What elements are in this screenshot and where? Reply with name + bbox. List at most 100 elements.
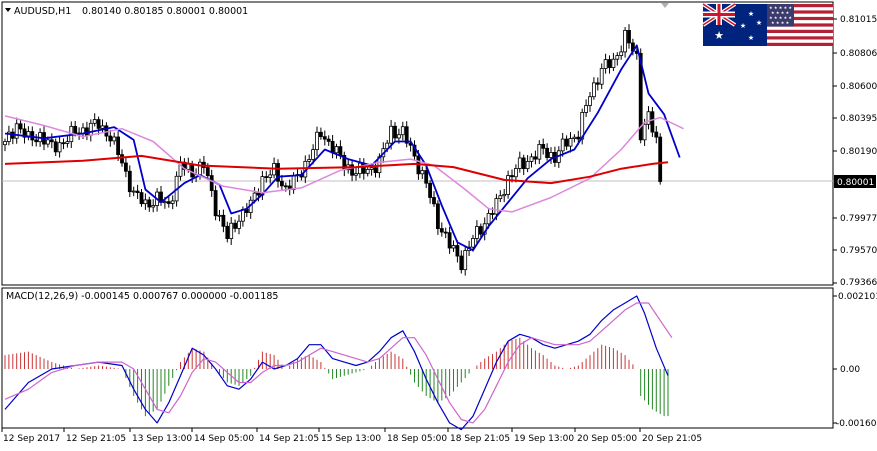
candle bbox=[53, 138, 58, 157]
svg-text:19 Sep 13:00: 19 Sep 13:00 bbox=[514, 434, 574, 444]
svg-text:★: ★ bbox=[756, 19, 762, 27]
candle bbox=[14, 117, 19, 144]
candle bbox=[658, 133, 663, 185]
svg-text:★: ★ bbox=[748, 34, 754, 42]
time-axis: 12 Sep 2017 12 Sep 21:05 13 Sep 13:00 14… bbox=[1, 428, 702, 444]
candle bbox=[459, 250, 464, 274]
candle bbox=[592, 77, 596, 100]
price-tick: 0.80395 bbox=[833, 114, 877, 124]
svg-text:★: ★ bbox=[740, 22, 746, 30]
candle bbox=[276, 159, 280, 188]
price-tick: 0.79570 bbox=[833, 246, 877, 256]
candle bbox=[615, 52, 620, 66]
candle bbox=[34, 134, 39, 147]
candle bbox=[322, 130, 327, 146]
time-tick: 15 Sep 13:00 bbox=[318, 428, 381, 444]
candle bbox=[646, 106, 651, 130]
candle bbox=[474, 220, 479, 245]
svg-text:13 Sep 13:00: 13 Sep 13:00 bbox=[132, 434, 192, 444]
candle bbox=[514, 164, 518, 183]
candle bbox=[334, 143, 339, 159]
candle bbox=[400, 121, 405, 141]
svg-text:★ ★ ★ ★: ★ ★ ★ ★ bbox=[771, 20, 790, 25]
svg-text:0.00: 0.00 bbox=[840, 365, 860, 375]
svg-text:0.79366: 0.79366 bbox=[840, 278, 877, 288]
candle bbox=[135, 184, 140, 199]
candle bbox=[354, 167, 358, 181]
candle bbox=[139, 189, 144, 207]
candle bbox=[143, 193, 148, 210]
candle bbox=[151, 199, 156, 213]
candle bbox=[166, 196, 171, 208]
current-price-label: 0.80001 bbox=[834, 175, 876, 188]
candle bbox=[57, 136, 62, 158]
price-tick: 0.80806 bbox=[833, 49, 877, 59]
svg-text:0.80806: 0.80806 bbox=[840, 49, 877, 59]
time-tick: 18 Sep 21:05 bbox=[447, 428, 510, 444]
candle bbox=[209, 169, 214, 197]
svg-text:15 Sep 13:00: 15 Sep 13:00 bbox=[321, 434, 381, 444]
svg-text:0.80395: 0.80395 bbox=[840, 114, 877, 124]
time-tick: 14 Sep 05:00 bbox=[191, 428, 254, 444]
svg-text:★: ★ bbox=[714, 29, 724, 42]
candle bbox=[443, 227, 448, 239]
candle bbox=[108, 129, 113, 147]
candle bbox=[451, 240, 456, 252]
dropdown-triangle-icon[interactable] bbox=[5, 8, 11, 12]
svg-text:0.79570: 0.79570 bbox=[840, 246, 877, 256]
candle bbox=[654, 125, 659, 144]
svg-text:20 Sep 21:05: 20 Sep 21:05 bbox=[642, 434, 702, 444]
candle bbox=[537, 140, 542, 164]
macd-tick: -0.001603 bbox=[833, 419, 877, 429]
svg-text:0.80600: 0.80600 bbox=[840, 82, 877, 92]
price-tick: 0.80600 bbox=[833, 82, 877, 92]
candle bbox=[268, 169, 273, 184]
candle bbox=[170, 195, 175, 210]
candle bbox=[229, 217, 234, 245]
candle bbox=[7, 125, 11, 146]
candle bbox=[619, 45, 624, 60]
svg-text:0.81015: 0.81015 bbox=[840, 15, 877, 25]
time-tick: 12 Sep 21:05 bbox=[63, 428, 126, 444]
shift-marker-icon[interactable] bbox=[661, 3, 669, 8]
svg-text:0.79977: 0.79977 bbox=[840, 214, 877, 224]
candle bbox=[439, 222, 444, 237]
svg-text:14 Sep 21:05: 14 Sep 21:05 bbox=[259, 434, 319, 444]
price-plot bbox=[3, 24, 684, 276]
candle bbox=[607, 55, 612, 74]
candle bbox=[564, 135, 569, 150]
svg-text:18 Sep 21:05: 18 Sep 21:05 bbox=[450, 434, 510, 444]
candle bbox=[112, 132, 117, 145]
candle bbox=[525, 155, 530, 173]
candle bbox=[373, 161, 378, 178]
svg-text:0.80190: 0.80190 bbox=[840, 147, 877, 157]
candle bbox=[506, 170, 511, 199]
macd-tick: 0.002101 bbox=[833, 292, 877, 302]
time-tick: 13 Sep 13:00 bbox=[129, 428, 192, 444]
candle bbox=[603, 53, 608, 74]
candle bbox=[545, 143, 549, 161]
symbol-timeframe: AUDUSD,H1 bbox=[14, 6, 71, 17]
candle bbox=[588, 92, 592, 112]
macd-plot bbox=[4, 295, 673, 431]
candle bbox=[502, 189, 507, 203]
candle bbox=[350, 160, 355, 182]
price-axis: 0.81015 0.80806 0.80600 0.80395 0.80190 … bbox=[833, 15, 877, 288]
candle bbox=[307, 154, 312, 167]
svg-text:18 Sep 05:00: 18 Sep 05:00 bbox=[387, 434, 447, 444]
usa-flag: ★ ★ ★ ★ ★ ★ ★ ★ ★ ★ ★ ★ ★ ★ ★ ★ ★ ★ bbox=[767, 4, 833, 46]
macd-axis: 0.002101 0.00 -0.001603 bbox=[833, 292, 877, 429]
svg-text:0.002101: 0.002101 bbox=[838, 292, 877, 302]
svg-text:0.80001: 0.80001 bbox=[837, 178, 874, 188]
price-panel bbox=[1, 1, 834, 286]
candle bbox=[61, 138, 66, 150]
time-tick: 12 Sep 2017 bbox=[1, 428, 60, 444]
candle bbox=[529, 153, 534, 168]
candle bbox=[424, 164, 429, 189]
candle bbox=[221, 209, 226, 233]
candle bbox=[455, 240, 460, 263]
chart-header: AUDUSD,H1 0.80140 0.80185 0.80001 0.8000… bbox=[5, 6, 248, 17]
candle bbox=[623, 27, 627, 58]
candle bbox=[3, 138, 7, 152]
time-tick: 20 Sep 21:05 bbox=[639, 428, 702, 444]
